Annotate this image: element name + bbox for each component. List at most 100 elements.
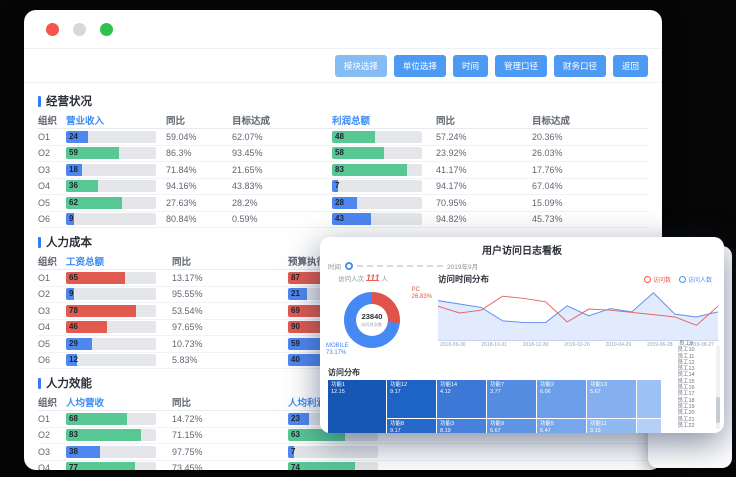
metric-bar: 18 xyxy=(66,163,156,176)
heatmap-cell-name: 功能9 xyxy=(490,421,505,427)
employee-list-item[interactable]: 员工17 xyxy=(677,391,695,398)
toolbar-button[interactable]: 模块选择 xyxy=(334,54,387,77)
section-title: 经营状况 xyxy=(38,93,648,109)
toolbar-button[interactable]: 财务口径 xyxy=(553,54,606,77)
toolbar-button[interactable]: 时间 xyxy=(452,54,488,77)
metric-bar-value: 65 xyxy=(69,272,78,282)
pct-value: 26.03% xyxy=(532,148,563,159)
employee-list-item[interactable]: 员工10 xyxy=(677,347,695,354)
heatmap-cell-name: 功能2 xyxy=(540,382,555,388)
close-button[interactable] xyxy=(46,22,59,36)
metric-bar: 9 xyxy=(66,288,156,301)
employee-list-item[interactable]: 员工16 xyxy=(677,385,695,392)
metric-bar-fill xyxy=(332,213,371,226)
toolbar-button[interactable]: 单位选择 xyxy=(393,54,446,77)
toolbar-button[interactable]: 管理口径 xyxy=(494,54,547,77)
employee-list-item[interactable]: 员工20 xyxy=(677,410,695,417)
legend-item[interactable]: 访问数 xyxy=(643,275,671,284)
column-header: 同比 xyxy=(172,398,192,409)
employee-list-item[interactable]: 员工19 xyxy=(677,403,695,410)
heatmap-cell-value: 3.13 xyxy=(590,427,601,433)
column-header[interactable]: 利润总额 xyxy=(332,116,371,127)
metric-bar-value: 29 xyxy=(69,338,78,348)
pct-value: 17.76% xyxy=(532,164,563,175)
line-chart-legend: 访问数 访问人数 xyxy=(643,275,712,284)
employee-list-item[interactable]: 员工14 xyxy=(677,372,695,379)
pct-value: 73.45% xyxy=(172,463,203,470)
org-label: O6 xyxy=(38,355,51,366)
metric-bar: 68 xyxy=(66,412,156,425)
employee-list-item[interactable]: 员工13 xyxy=(677,366,695,373)
column-header[interactable]: 人均营收 xyxy=(66,398,105,409)
table-row: O2 59 86.3% 93.45% 58 23.92% 26.03% xyxy=(38,146,648,162)
metric-bar: 7 xyxy=(332,180,422,193)
pct-value: 21.65% xyxy=(232,164,263,175)
overlay-main-row: 访问人次 111 人 23840 访问总次数 PC 26.83% MOBILE xyxy=(320,271,724,363)
metric-bar-fill xyxy=(66,147,120,160)
column-header[interactable]: 营业收入 xyxy=(66,116,105,127)
timeline-slider-track[interactable] xyxy=(357,265,443,267)
visitors-count: 111 xyxy=(365,273,380,283)
metric-bar-fill xyxy=(66,213,75,226)
visit-time-line-chart xyxy=(438,292,718,341)
pct-value: 57.24% xyxy=(436,131,467,142)
heatmap-cell: 功能12 9.17 xyxy=(387,380,436,418)
metric-bar-value: 58 xyxy=(335,148,344,158)
x-axis-tick-label: 2019-06-28 xyxy=(646,342,673,348)
employee-list-item[interactable]: 员工21 xyxy=(677,416,695,423)
employee-list-item[interactable]: 员工15 xyxy=(677,378,695,385)
heatmap-cell: 功能11 3.13 xyxy=(587,419,636,433)
org-label: O3 xyxy=(38,446,51,457)
org-label: O1 xyxy=(38,413,51,424)
slider-date: 2019年9月 xyxy=(447,264,479,271)
donut-label-mobile: MOBILE 73.17% xyxy=(326,342,349,356)
pct-value: 10.73% xyxy=(172,338,203,349)
table-row: O5 62 27.63% 28.2% 28 70.95% 15.09% xyxy=(38,195,648,212)
legend-item[interactable]: 访问人数 xyxy=(678,275,712,284)
overlay-dashboard: 用户访问日志看板 时间 2019年9月 访问人次 111 人 23840 访问总… xyxy=(320,237,724,433)
metric-bar-value: 9 xyxy=(69,289,74,299)
column-header[interactable]: 人均利润 xyxy=(288,398,327,409)
metric-bar-fill xyxy=(332,130,376,143)
employee-list-item[interactable]: 员工22 xyxy=(677,422,695,429)
column-header: 同比 xyxy=(436,116,456,127)
metric-bar-value: 59 xyxy=(69,148,78,158)
heatmap-cell-value: 6.06 xyxy=(540,388,551,395)
org-label: O5 xyxy=(38,197,51,208)
timeline-slider-handle[interactable] xyxy=(345,262,353,270)
heatmap-cell: 功能2 6.06 xyxy=(537,380,586,418)
employee-list-scrollbar[interactable] xyxy=(716,345,720,429)
x-axis-tick-label: 2018-12-30 xyxy=(522,342,549,348)
table-row: O3 18 71.84% 21.65% 83 41.17% 17.76% xyxy=(38,162,648,179)
employee-list-item[interactable]: 员工12 xyxy=(677,359,695,366)
column-header: 组织 xyxy=(38,398,58,409)
toolbar-button[interactable]: 返回 xyxy=(612,54,648,77)
metric-bar-value: 9 xyxy=(69,214,74,224)
org-label: O4 xyxy=(38,463,51,470)
metric-bar-fill xyxy=(66,429,141,442)
metric-bar: 83 xyxy=(332,163,422,176)
overlay-title: 用户访问日志看板 xyxy=(482,246,562,257)
minimize-button[interactable] xyxy=(73,22,86,36)
employee-list-item[interactable]: 员工9 xyxy=(678,341,694,347)
visits-donut-chart: 23840 访问总次数 xyxy=(344,292,400,348)
zoom-button[interactable] xyxy=(100,22,113,36)
pct-value: 53.54% xyxy=(172,305,203,316)
visitors-prefix: 访问人次 xyxy=(338,276,364,283)
employee-list-item[interactable]: 员工11 xyxy=(677,353,695,360)
metric-bar-fill xyxy=(288,288,307,301)
x-axis-tick-label: 2019-02-26 xyxy=(564,342,590,348)
section-title-text: 人力效能 xyxy=(46,378,92,390)
heatmap-cell: 功能9 6.67 xyxy=(487,419,536,433)
pct-value: 0.59% xyxy=(232,214,258,225)
pct-value: 80.84% xyxy=(166,214,197,225)
pct-value: 71.15% xyxy=(172,430,203,441)
pct-value: 97.75% xyxy=(172,446,203,457)
pct-value: 28.2% xyxy=(232,197,258,208)
column-header: 组织 xyxy=(38,116,58,127)
column-header[interactable]: 工资总额 xyxy=(66,257,105,268)
employee-list-item[interactable]: 员工18 xyxy=(677,397,695,404)
scrollbar-thumb[interactable] xyxy=(716,397,720,423)
heatmap-cell: 功能13 5.67 xyxy=(587,380,636,418)
metric-bar-fill xyxy=(66,180,99,193)
